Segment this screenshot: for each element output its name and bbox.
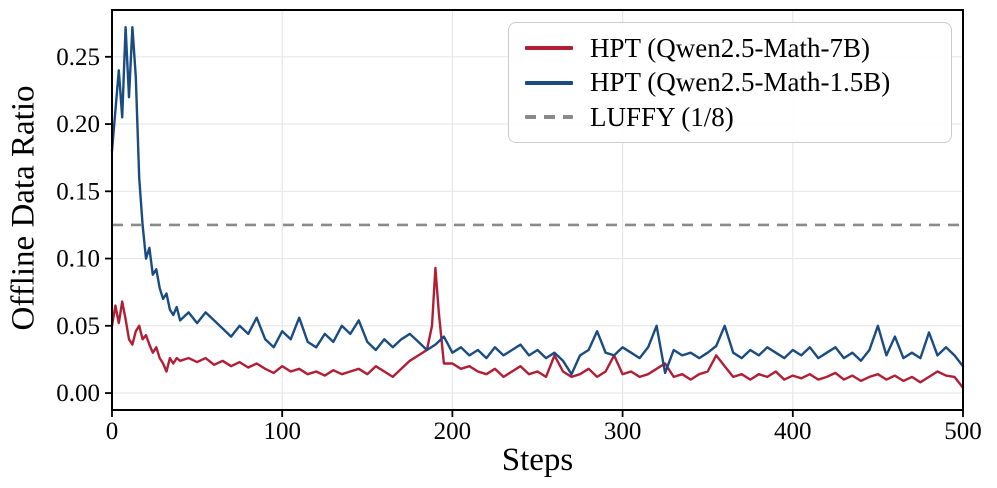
- svg-text:400: 400: [774, 418, 812, 445]
- svg-text:300: 300: [604, 418, 642, 445]
- x-axis-title: Steps: [501, 442, 574, 478]
- legend: HPT (Qwen2.5-Math-7B) HPT (Qwen2.5-Math-…: [508, 22, 952, 143]
- svg-text:0: 0: [106, 418, 119, 445]
- svg-text:500: 500: [944, 418, 982, 445]
- y-axis-title: Offline Data Ratio: [5, 85, 42, 331]
- legend-line-sample-dashed: [525, 115, 573, 119]
- legend-item-hpt-1-5b: HPT (Qwen2.5-Math-1.5B): [525, 69, 935, 96]
- svg-text:0.00: 0.00: [56, 380, 100, 407]
- legend-line-sample-blue: [525, 80, 573, 85]
- legend-label-hpt-1-5b: HPT (Qwen2.5-Math-1.5B): [590, 67, 891, 97]
- legend-item-hpt-7b: HPT (Qwen2.5-Math-7B): [525, 32, 935, 63]
- legend-item-luffy: LUFFY (1/8): [525, 101, 935, 132]
- svg-text:0.10: 0.10: [56, 246, 100, 273]
- legend-label-hpt-7b: HPT (Qwen2.5-Math-7B): [590, 32, 870, 63]
- svg-text:0.20: 0.20: [56, 111, 100, 138]
- svg-text:0.05: 0.05: [56, 313, 100, 340]
- svg-text:200: 200: [434, 418, 472, 445]
- svg-text:0.15: 0.15: [56, 178, 100, 205]
- svg-text:0.25: 0.25: [56, 44, 100, 71]
- legend-label-luffy: LUFFY (1/8): [590, 101, 734, 132]
- legend-line-sample-red: [525, 46, 573, 50]
- svg-text:100: 100: [263, 418, 301, 445]
